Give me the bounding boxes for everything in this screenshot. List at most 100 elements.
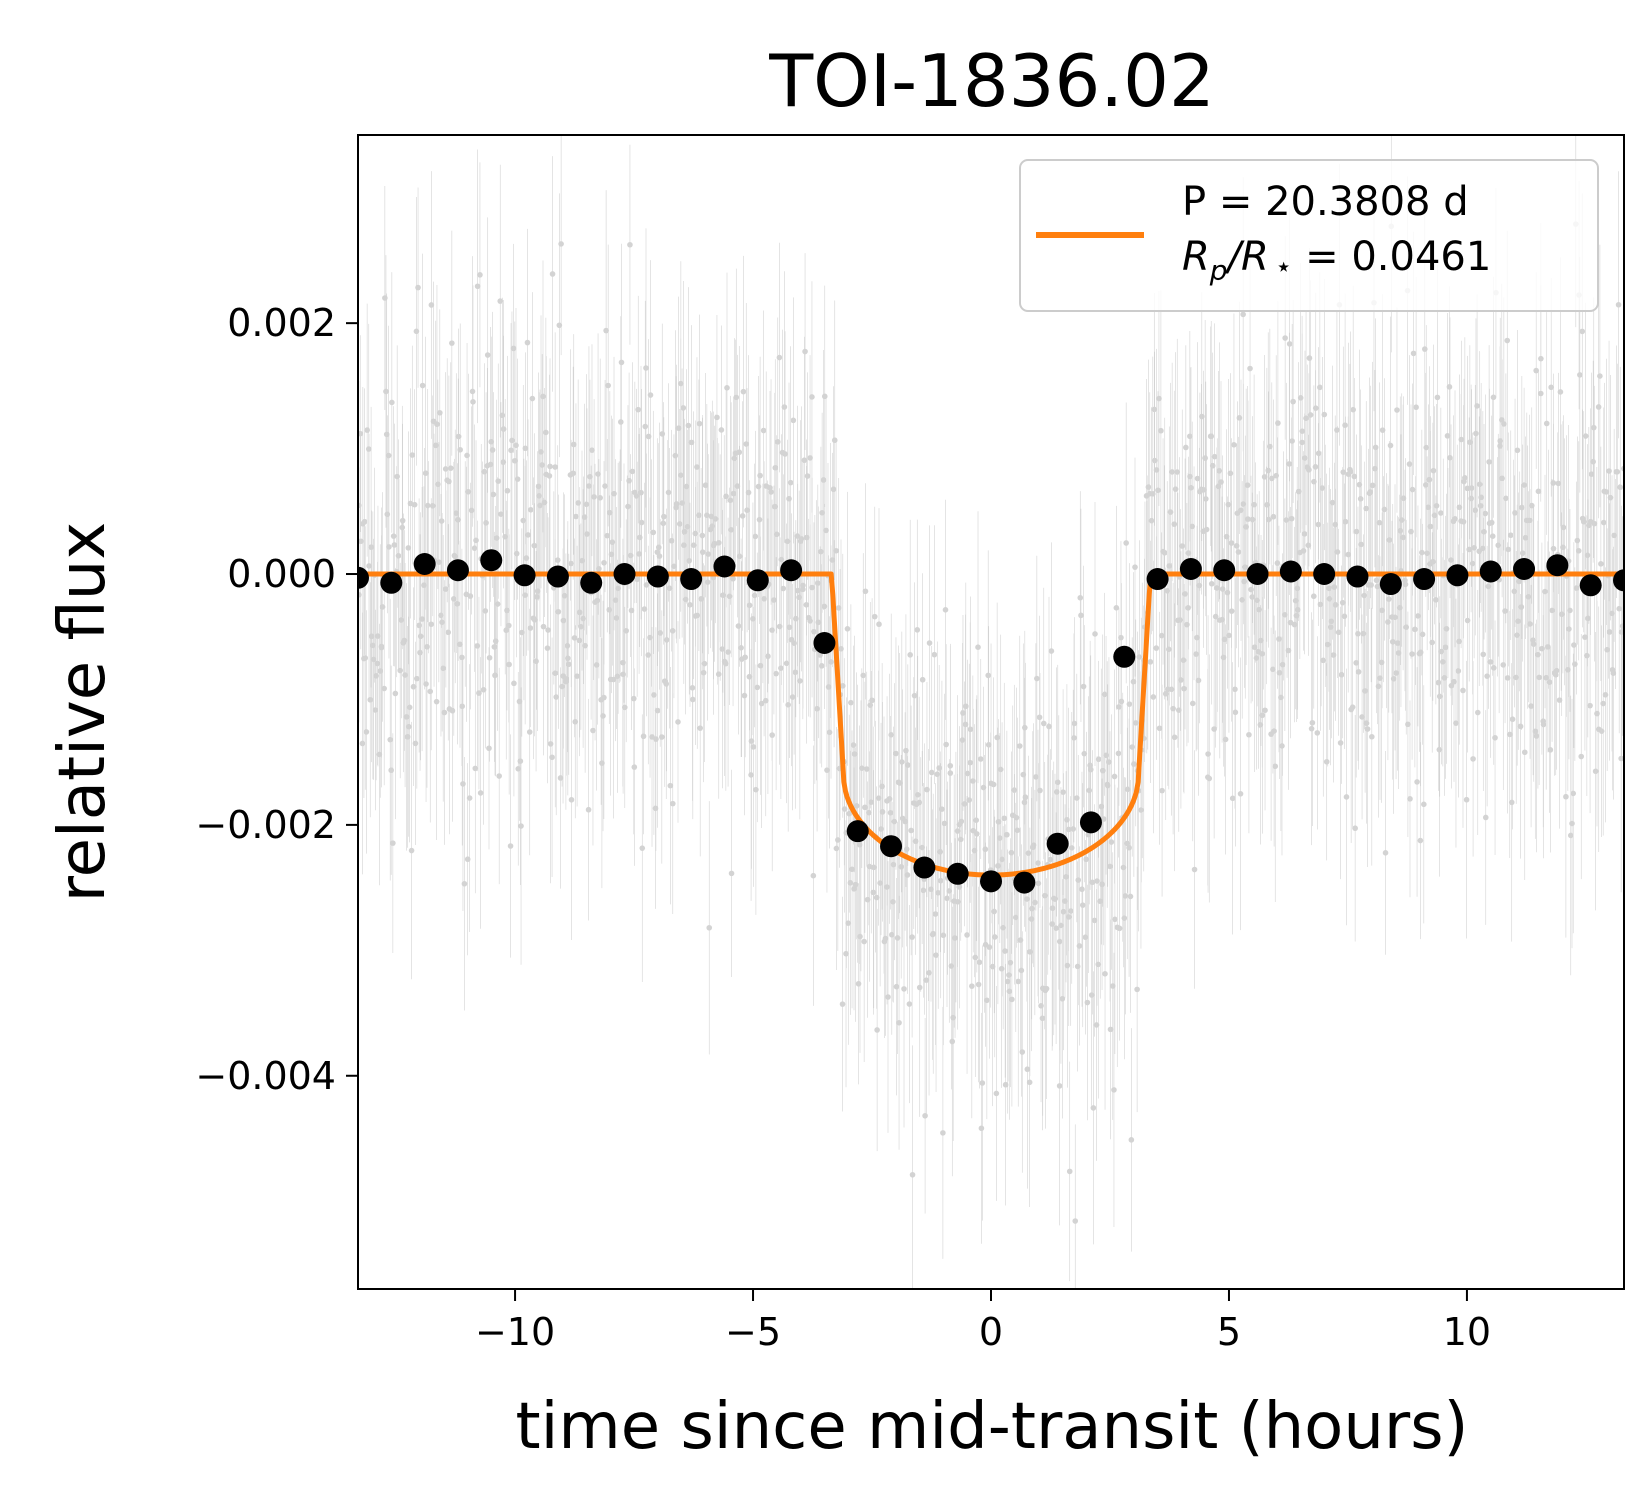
raw-point xyxy=(1607,494,1614,501)
raw-point xyxy=(397,667,404,674)
raw-point xyxy=(635,406,642,413)
raw-point xyxy=(1472,507,1479,514)
raw-point xyxy=(1548,384,1554,391)
raw-point xyxy=(367,696,374,703)
raw-point xyxy=(477,790,484,796)
raw-point xyxy=(1188,484,1194,491)
raw-point xyxy=(739,513,746,519)
raw-point xyxy=(1542,588,1548,595)
raw-point xyxy=(1171,521,1178,527)
raw-point xyxy=(1566,626,1572,632)
raw-point xyxy=(1372,444,1379,451)
raw-point xyxy=(1006,988,1013,995)
raw-point xyxy=(518,823,524,829)
raw-point xyxy=(428,621,435,628)
raw-point xyxy=(730,490,737,497)
raw-point xyxy=(422,470,429,476)
raw-point xyxy=(613,615,620,621)
raw-point xyxy=(1423,444,1430,451)
raw-point xyxy=(535,483,542,490)
raw-point xyxy=(1081,750,1088,757)
binned-point xyxy=(1513,558,1536,581)
raw-point xyxy=(1158,632,1165,639)
raw-point xyxy=(514,476,521,482)
raw-point xyxy=(513,442,519,449)
raw-point xyxy=(1248,586,1254,593)
raw-point xyxy=(982,846,989,853)
raw-point xyxy=(1128,1137,1135,1143)
raw-point xyxy=(1357,496,1364,502)
raw-point xyxy=(1436,746,1443,753)
raw-point xyxy=(1393,670,1399,676)
raw-point xyxy=(946,888,953,894)
raw-point xyxy=(597,495,603,501)
raw-point xyxy=(1184,621,1190,628)
raw-point xyxy=(572,718,579,725)
raw-point xyxy=(1577,372,1583,378)
raw-point xyxy=(1434,394,1441,401)
raw-point xyxy=(376,751,383,758)
raw-point xyxy=(1427,523,1434,530)
raw-point xyxy=(1124,840,1131,847)
raw-point xyxy=(684,523,691,530)
raw-point xyxy=(700,669,707,676)
raw-point xyxy=(1299,428,1305,434)
raw-point xyxy=(899,759,905,765)
raw-point xyxy=(879,783,885,790)
raw-point xyxy=(998,965,1005,972)
raw-point xyxy=(985,742,992,748)
binned-point xyxy=(1413,568,1436,591)
raw-point xyxy=(1451,678,1457,685)
raw-point xyxy=(1270,666,1276,673)
raw-point xyxy=(1515,618,1522,624)
raw-point xyxy=(1232,686,1238,693)
raw-point xyxy=(453,510,460,516)
raw-point xyxy=(977,756,984,762)
raw-point xyxy=(1084,999,1091,1006)
raw-point xyxy=(923,977,930,983)
raw-point xyxy=(809,394,815,400)
raw-point xyxy=(412,740,419,747)
raw-point xyxy=(1378,659,1385,666)
raw-point xyxy=(1575,547,1582,554)
y-axis-label: relative flux xyxy=(46,522,120,903)
raw-point xyxy=(838,646,844,652)
raw-point xyxy=(626,477,632,484)
raw-point xyxy=(559,683,565,690)
binned-point xyxy=(1013,871,1036,894)
raw-point xyxy=(1447,454,1453,461)
raw-point xyxy=(1101,691,1108,698)
raw-point xyxy=(1480,651,1487,658)
raw-point xyxy=(1521,749,1528,756)
raw-point xyxy=(523,555,530,561)
raw-point xyxy=(1386,596,1392,602)
raw-point xyxy=(484,352,491,358)
raw-point xyxy=(383,431,390,438)
raw-point xyxy=(403,714,410,720)
raw-point xyxy=(659,431,666,437)
raw-point xyxy=(1288,515,1295,522)
raw-point xyxy=(1565,666,1571,673)
raw-point xyxy=(457,641,463,648)
raw-point xyxy=(1560,544,1566,551)
raw-point xyxy=(1150,694,1157,700)
raw-point xyxy=(833,845,840,852)
raw-point xyxy=(1286,341,1293,347)
raw-point xyxy=(1075,877,1082,883)
binned-point xyxy=(1546,554,1569,577)
raw-point xyxy=(471,545,478,551)
raw-point xyxy=(873,894,880,901)
raw-point xyxy=(1478,494,1484,501)
raw-point xyxy=(1617,484,1624,491)
raw-point xyxy=(1283,517,1290,523)
raw-point xyxy=(561,592,568,599)
raw-point xyxy=(1148,517,1155,524)
raw-point xyxy=(976,959,983,966)
raw-point xyxy=(769,732,775,738)
raw-point xyxy=(634,576,640,583)
raw-point xyxy=(589,447,595,453)
raw-point xyxy=(1216,468,1223,474)
raw-point xyxy=(1037,787,1043,794)
raw-point xyxy=(699,549,706,555)
raw-point xyxy=(1606,629,1613,635)
